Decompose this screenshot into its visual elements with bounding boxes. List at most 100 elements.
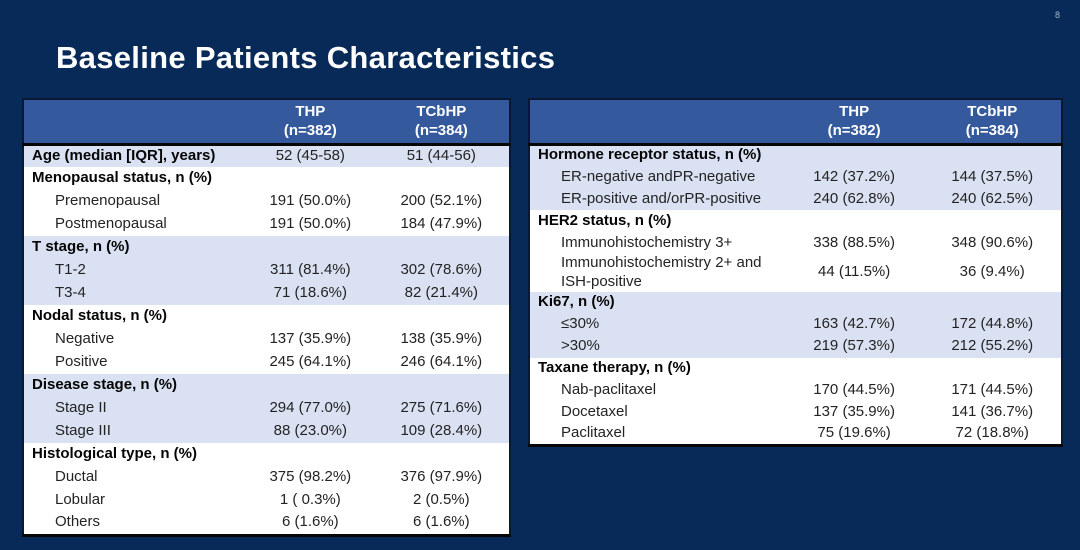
tcbhp-value: 184 (47.9%) — [400, 215, 483, 233]
thp-value — [785, 292, 924, 314]
header-tcbhp-cell: TCbHP (n=384) — [373, 99, 510, 146]
header-thp-cell: THP (n=382) — [247, 99, 374, 146]
table-row: Positive 245 (64.1%) 246 (64.1%) — [23, 351, 510, 374]
row-label: Age (median [IQR], years) — [32, 146, 216, 164]
tcbhp-value: 51 (44-56) — [406, 146, 476, 164]
tcbhp-value: 72 (18.8%) — [955, 424, 1029, 442]
thp-value: 137 (35.9%) — [269, 330, 352, 348]
table-row: Negative 137 (35.9%) 138 (35.9%) — [23, 328, 510, 351]
thp-value: 294 (77.0%) — [269, 399, 352, 417]
row-label: Menopausal status, n (%) — [32, 169, 213, 187]
row-label: Postmenopausal — [55, 215, 167, 233]
row-label: HER2 status, n (%) — [538, 211, 672, 229]
thp-value — [785, 358, 924, 380]
tcbhp-value: 109 (28.4%) — [400, 422, 483, 440]
table-row: Postmenopausal 191 (50.0%) 184 (47.9%) — [23, 213, 510, 236]
table-row: Others 6 (1.6%) 6 (1.6%) — [23, 512, 510, 535]
table-row: Taxane therapy, n (%) — [529, 357, 1062, 380]
row-label: Nab-paclitaxel — [561, 381, 657, 399]
thp-value — [247, 374, 374, 397]
table-row: Nab-paclitaxel 170 (44.5%) 171 (44.5%) — [529, 379, 1062, 402]
tcbhp-value: 144 (37.5%) — [951, 167, 1034, 185]
thp-value: 219 (57.3%) — [813, 337, 895, 355]
row-label: T1-2 — [55, 261, 86, 279]
tcbhp-value: 82 (21.4%) — [404, 284, 478, 302]
tcbhp-value: 200 (52.1%) — [400, 192, 483, 210]
row-label: >30% — [561, 337, 600, 355]
thp-value — [785, 144, 924, 166]
tcbhp-value — [374, 374, 510, 397]
table-header-row: THP (n=382) TCbHP (n=384) — [23, 99, 510, 146]
tcbhp-value: 172 (44.8%) — [951, 315, 1034, 333]
table-row: Ductal 375 (98.2%) 376 (97.9%) — [23, 466, 510, 489]
tcbhp-value: 36 (9.4%) — [959, 263, 1025, 281]
tcbhp-value: 138 (35.9%) — [400, 330, 483, 348]
row-label: Histological type, n (%) — [32, 445, 198, 463]
row-label: Stage III — [55, 422, 111, 440]
thp-value: 375 (98.2%) — [269, 468, 352, 486]
thp-value: 338 (88.5%) — [813, 233, 895, 251]
thp-value — [247, 236, 374, 259]
thp-value — [785, 210, 924, 232]
table-row: ER-negative andPR-negative 142 (37.2%) 144… — [529, 166, 1062, 188]
row-label: ER-negative andPR-negative — [561, 167, 756, 185]
row-label: Stage II — [55, 399, 107, 417]
table-row: T1-2 311 (81.4%) 302 (78.6%) — [23, 259, 510, 282]
row-label: Premenopausal — [55, 192, 161, 210]
row-label: T stage, n (%) — [32, 238, 130, 256]
thp-value: 1 ( 0.3%) — [279, 491, 341, 509]
table-row: >30% 219 (57.3%) 212 (55.2%) — [529, 335, 1062, 358]
table-row: Nodal status, n (%) — [23, 305, 510, 328]
tcbhp-value: 141 (36.7%) — [951, 403, 1034, 421]
thp-value: 311 (81.4%) — [270, 261, 351, 279]
thp-value: 88 (23.0%) — [273, 422, 347, 440]
thp-value — [247, 305, 374, 328]
table-row: Stage II 294 (77.0%) 275 (71.6%) — [23, 397, 510, 420]
table-row: Premenopausal 191 (50.0%) 200 (52.1%) — [23, 190, 510, 213]
table-row: Disease stage, n (%) — [23, 374, 510, 397]
table-row: Ki67, n (%) — [529, 291, 1062, 314]
thp-value: 6 (1.6%) — [281, 513, 339, 531]
row-label: Positive — [55, 353, 108, 371]
tcbhp-value: 302 (78.6%) — [400, 261, 483, 279]
row-label: ≤30% — [561, 315, 600, 333]
row-label: ER-positive and/orPR-positive — [561, 189, 762, 207]
table-row: Hormone receptor status, n (%) — [529, 144, 1062, 166]
thp-value: 142 (37.2%) — [813, 167, 895, 185]
thp-value: 52 (45-58) — [275, 146, 345, 164]
header-label-cell — [529, 99, 785, 146]
tcbhp-value — [374, 305, 510, 328]
thp-value: 163 (42.7%) — [813, 315, 895, 333]
table-row: Stage III 88 (23.0%) 109 (28.4%) — [23, 420, 510, 443]
tcbhp-value: 2 (0.5%) — [412, 491, 470, 509]
table-row: T stage, n (%) — [23, 236, 510, 259]
tcbhp-value — [374, 443, 510, 466]
table-row: ER-positive and/orPR-positive 240 (62.8%)… — [529, 188, 1062, 210]
thp-value: 75 (19.6%) — [817, 424, 891, 442]
header-thp-cell: THP (n=382) — [784, 99, 924, 146]
tcbhp-value — [374, 167, 510, 190]
row-label: Ductal — [55, 468, 98, 486]
tcbhp-value — [923, 292, 1062, 314]
row-label: Hormone receptor status, n (%) — [538, 146, 762, 164]
table-row: Age (median [IQR], years) 52 (45-58) 51 (4… — [23, 144, 510, 167]
thp-value: 170 (44.5%) — [813, 381, 895, 399]
table-row: Lobular 1 ( 0.3%) 2 (0.5%) — [23, 489, 510, 512]
tcbhp-value: 212 (55.2%) — [951, 337, 1034, 355]
thp-value — [247, 167, 374, 190]
row-label: Immunohistochemistry 2+ and ISH-positive — [561, 254, 762, 290]
baseline-table-left: THP (n=382) TCbHP (n=384) Age (median [IQR… — [22, 98, 511, 537]
tcbhp-value: 376 (97.9%) — [400, 468, 483, 486]
tcbhp-value — [923, 144, 1062, 166]
tcbhp-value: 240 (62.5%) — [951, 189, 1034, 207]
row-label: T3-4 — [55, 284, 86, 302]
tcbhp-value: 246 (64.1%) — [400, 353, 483, 371]
table-header-row: THP (n=382) TCbHP (n=384) — [529, 99, 1062, 146]
row-label: Disease stage, n (%) — [32, 376, 178, 394]
table-row: ≤30% 163 (42.7%) 172 (44.8%) — [529, 313, 1062, 336]
table-row: Immunohistochemistry 2+ and ISH-positive… — [529, 254, 1062, 292]
tcbhp-value: 171 (44.5%) — [951, 381, 1034, 399]
baseline-table-right: THP (n=382) TCbHP (n=384) Hormone receptor… — [528, 98, 1063, 447]
thp-value: 44 (11.5%) — [817, 263, 891, 281]
